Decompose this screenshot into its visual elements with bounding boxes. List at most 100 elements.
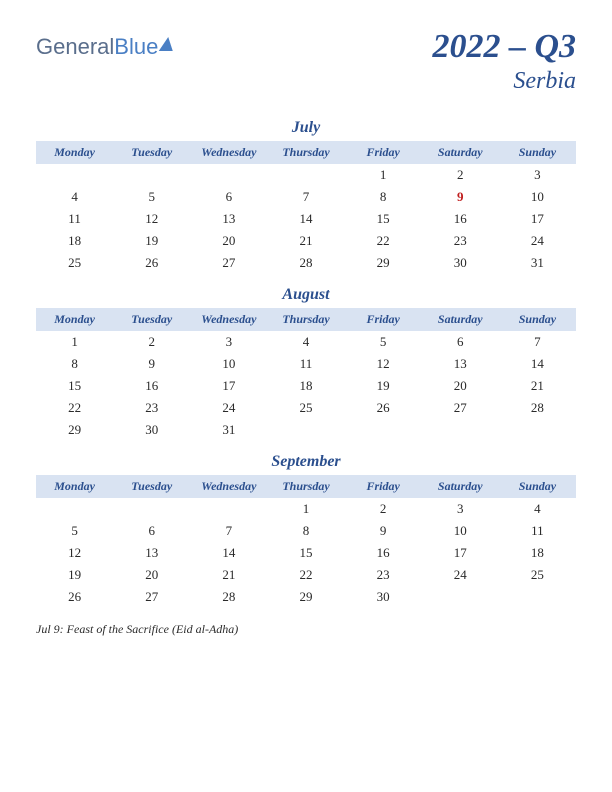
calendar-row: 2627282930 [36,586,576,608]
calendar-row: 293031 [36,419,576,441]
calendar-cell: 7 [499,331,576,353]
calendar-row: 12131415161718 [36,542,576,564]
calendar-cell [190,164,267,186]
calendar-cell: 21 [190,564,267,586]
calendar-row: 1234567 [36,331,576,353]
calendar-cell: 17 [190,375,267,397]
calendar-cell: 14 [499,353,576,375]
day-header: Tuesday [113,308,190,331]
calendar-cell: 6 [113,520,190,542]
calendar-cell: 16 [422,208,499,230]
calendar-cell: 18 [499,542,576,564]
calendar-cell: 2 [113,331,190,353]
calendar-cell [499,586,576,608]
calendar-cell: 3 [422,498,499,520]
day-header: Wednesday [190,308,267,331]
calendar-cell: 1 [345,164,422,186]
calendar-cell: 2 [345,498,422,520]
day-header: Thursday [267,141,344,164]
calendar-cell: 24 [499,230,576,252]
calendar-cell: 30 [345,586,422,608]
day-header: Saturday [422,141,499,164]
month-block: SeptemberMondayTuesdayWednesdayThursdayF… [36,453,576,608]
calendar-row: 45678910 [36,186,576,208]
calendar-cell: 22 [36,397,113,419]
calendar-cell [422,586,499,608]
calendar-cell [345,419,422,441]
day-header: Tuesday [113,475,190,498]
calendar-cell: 15 [345,208,422,230]
calendar-cell [499,419,576,441]
calendar-cell: 23 [422,230,499,252]
calendar-cell: 19 [113,230,190,252]
calendar-cell: 1 [267,498,344,520]
calendar-cell: 17 [499,208,576,230]
calendar-cell: 5 [345,331,422,353]
calendar-cell: 31 [190,419,267,441]
calendar-cell: 29 [36,419,113,441]
calendar-cell: 7 [190,520,267,542]
calendar-cell: 28 [267,252,344,274]
calendar-cell: 1 [36,331,113,353]
calendar-cell: 28 [190,586,267,608]
calendar-cell: 4 [36,186,113,208]
month-block: JulyMondayTuesdayWednesdayThursdayFriday… [36,119,576,274]
logo-sail-icon [159,37,175,51]
calendar-cell: 10 [190,353,267,375]
calendar-cell [36,164,113,186]
holiday-notes: Jul 9: Feast of the Sacrifice (Eid al-Ad… [36,622,576,637]
calendar-cell: 11 [499,520,576,542]
calendar-cell: 8 [345,186,422,208]
calendar-cell: 17 [422,542,499,564]
calendar-cell: 4 [499,498,576,520]
calendar-cell: 5 [113,186,190,208]
day-header: Saturday [422,308,499,331]
calendar-cell: 8 [267,520,344,542]
calendar-cell: 13 [422,353,499,375]
calendar-cell: 10 [499,186,576,208]
calendar-cell: 10 [422,520,499,542]
calendar-cell: 14 [190,542,267,564]
calendar-cell: 29 [267,586,344,608]
calendar-row: 18192021222324 [36,230,576,252]
calendar-cell: 9 [345,520,422,542]
calendar-cell: 20 [113,564,190,586]
month-name: August [36,286,576,304]
calendar-cell: 27 [422,397,499,419]
calendar-cell: 23 [113,397,190,419]
title-block: 2022 – Q3 Serbia [432,28,576,95]
calendar-row: 11121314151617 [36,208,576,230]
calendar-cell: 16 [113,375,190,397]
day-header: Saturday [422,475,499,498]
calendar-cell: 24 [190,397,267,419]
calendar-cell: 19 [345,375,422,397]
calendar-cell: 25 [267,397,344,419]
calendar-cell: 6 [190,186,267,208]
calendar-cell: 3 [190,331,267,353]
calendars-container: JulyMondayTuesdayWednesdayThursdayFriday… [36,119,576,608]
calendar-cell [267,419,344,441]
calendar-cell: 27 [190,252,267,274]
calendar-cell: 21 [267,230,344,252]
quarter-title: 2022 – Q3 [432,28,576,66]
calendar-cell: 9 [422,186,499,208]
calendar-cell: 20 [422,375,499,397]
month-name: September [36,453,576,471]
calendar-cell: 15 [267,542,344,564]
calendar-cell: 27 [113,586,190,608]
calendar-cell: 11 [36,208,113,230]
calendar-row: 19202122232425 [36,564,576,586]
calendar-cell: 16 [345,542,422,564]
calendar-cell: 12 [345,353,422,375]
calendar-cell: 19 [36,564,113,586]
calendar-cell: 30 [113,419,190,441]
country-title: Serbia [432,68,576,95]
day-header: Friday [345,475,422,498]
calendar-table: MondayTuesdayWednesdayThursdayFridaySatu… [36,141,576,274]
calendar-cell [190,498,267,520]
day-header: Thursday [267,475,344,498]
calendar-cell: 7 [267,186,344,208]
calendar-row: 567891011 [36,520,576,542]
calendar-row: 25262728293031 [36,252,576,274]
calendar-cell: 30 [422,252,499,274]
